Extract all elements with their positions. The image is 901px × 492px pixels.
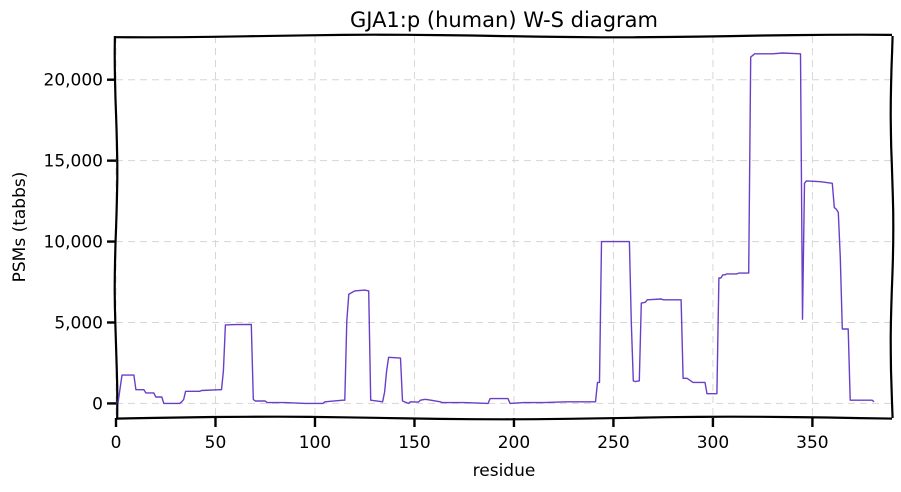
plot-frame (113, 33, 895, 421)
x-tick-label: 50 (205, 433, 227, 453)
x-tick-label: 300 (697, 433, 729, 453)
series-layer (117, 52, 875, 405)
x-tick-label: 0 (111, 433, 122, 453)
grid-layer (115, 36, 892, 418)
x-tick-label: 200 (498, 433, 530, 453)
y-tick-label: 0 (92, 394, 103, 414)
series-line (117, 52, 875, 405)
x-tick-label: 350 (796, 433, 828, 453)
x-axis-label: residue (473, 461, 536, 481)
tick-layer: 0 50 100 150 200 250 300 350 0 5,000 10,000 15,000 2… (44, 71, 829, 453)
y-tick-label: 15,000 (44, 152, 103, 172)
y-tick-label: 20,000 (44, 71, 103, 91)
x-tick-label: 250 (597, 433, 629, 453)
x-tick-label: 100 (299, 433, 331, 453)
y-tick-label: 10,000 (44, 233, 103, 253)
x-tick-label: 150 (398, 433, 430, 453)
y-tick-label: 5,000 (54, 314, 103, 334)
chart-title: GJA1:p (human) W-S diagram (350, 8, 658, 32)
y-axis-label: PSMs (tabbs) (10, 172, 30, 283)
